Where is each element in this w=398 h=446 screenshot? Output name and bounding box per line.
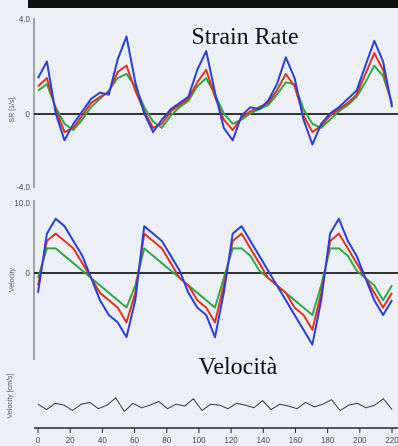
strain-rate-panel: 4.0 0 -4.0 SR [1/s] Strain Rate	[9, 15, 398, 192]
sr-series-group	[37, 35, 393, 146]
ecg-series-line-1	[37, 397, 393, 412]
ecg-series-group	[37, 397, 393, 412]
x-tick-label: 100	[192, 436, 206, 445]
velocity-panel: 10.0 0 Velocity	[9, 199, 398, 360]
x-tick-label: 220	[385, 436, 398, 445]
x-tick-label: 180	[321, 436, 335, 445]
x-tick-label: 200	[353, 436, 367, 445]
sr-tick-zero: 0	[26, 110, 31, 119]
vel-y-label: Velocity	[9, 267, 16, 292]
sr-title: Strain Rate	[191, 24, 298, 50]
velocita-title: Velocità	[199, 354, 278, 380]
ecg-y-label: Velocity [cm/s]	[7, 374, 14, 419]
vel-tick-zero: 0	[26, 269, 31, 278]
x-ticks-group: 0 20 40 60 80 100 120 140 160 180 200 220	[36, 428, 398, 445]
x-tick-label: 0	[36, 436, 41, 445]
vel-tick-top: 10.0	[14, 199, 30, 208]
sr-tick-top: 4.0	[19, 15, 31, 24]
sr-tick-bottom: -4.0	[16, 183, 30, 192]
x-tick-label: 120	[224, 436, 238, 445]
x-tick-label: 20	[66, 436, 75, 445]
top-border-bar	[28, 0, 398, 8]
x-tick-label: 80	[162, 436, 171, 445]
x-tick-label: 60	[130, 436, 139, 445]
vel-series-line-3	[37, 217, 393, 346]
vel-series-group	[37, 217, 393, 346]
vel-series-line-2	[37, 232, 393, 331]
x-tick-label: 140	[257, 436, 271, 445]
ecg-panel: Velocità Velocity [cm/s] 0 20 40 60 80 100 120…	[7, 354, 398, 445]
sr-y-label: SR [1/s]	[9, 98, 16, 123]
sr-series-line-2	[37, 52, 393, 134]
vel-series-line-1	[37, 247, 393, 316]
x-tick-label: 40	[98, 436, 107, 445]
x-tick-label: 160	[289, 436, 303, 445]
sr-series-line-3	[37, 35, 393, 146]
